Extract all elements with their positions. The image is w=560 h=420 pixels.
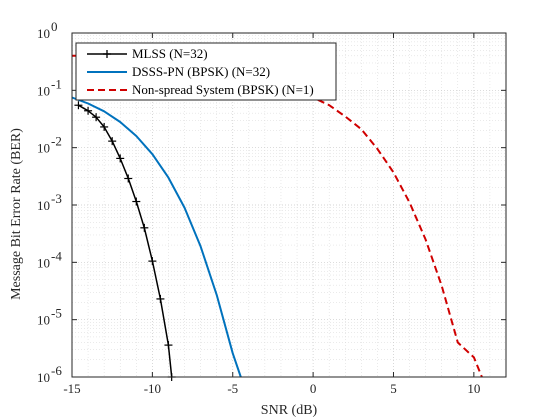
y-tick-label: 10 <box>37 141 50 156</box>
series-0-point <box>100 122 109 131</box>
series-0-point <box>148 257 157 266</box>
y-tick-label: 10 <box>37 370 50 385</box>
y-tick-label-exponent: -6 <box>51 363 62 378</box>
x-tick-label: 0 <box>310 381 317 396</box>
y-axis-title: Message Bit Error Rate (BER) <box>9 128 24 300</box>
x-tick-label: -15 <box>63 381 80 396</box>
y-tick-label: 10 <box>37 313 50 328</box>
y-tick-label: 10 <box>37 26 50 41</box>
legend: MLSS (N=32) DSSS-PN (BPSK) (N=32) Non-sp… <box>75 42 337 101</box>
legend-box <box>75 42 337 101</box>
y-tick-label-exponent: -3 <box>51 191 62 206</box>
y-tick-label-exponent: -1 <box>51 76 62 91</box>
x-tick-label: 5 <box>390 381 397 396</box>
series-0-point <box>164 341 173 350</box>
series-0-point <box>156 294 165 303</box>
legend-item-dsss: DSSS-PN (BPSK) (N=32) <box>87 64 270 79</box>
series-line-1 <box>71 96 242 378</box>
series-0-point <box>84 106 93 115</box>
legend-label-nonspread: Non-spread System (BPSK) (N=1) <box>132 82 314 97</box>
y-tick-label: 10 <box>37 198 50 213</box>
series-0-point <box>108 137 117 146</box>
x-tick-label: 10 <box>467 381 480 396</box>
y-tick-label-exponent: -2 <box>51 134 62 149</box>
x-axis-ticks: -15 -10 -5 0 5 10 <box>63 33 480 396</box>
series-0-point <box>140 223 149 232</box>
series-0-point <box>74 101 83 110</box>
x-axis-title: SNR (dB) <box>261 403 318 418</box>
legend-item-nonspread: Non-spread System (BPSK) (N=1) <box>87 82 314 97</box>
y-tick-label: 10 <box>37 83 50 98</box>
series-0-point <box>132 197 141 206</box>
series-0-point <box>116 154 125 163</box>
series-0-point <box>124 174 133 183</box>
legend-label-mlss: MLSS (N=32) <box>132 46 208 61</box>
series-0-point <box>92 113 101 122</box>
legend-item-mlss: MLSS (N=32) <box>87 46 208 61</box>
legend-label-dsss: DSSS-PN (BPSK) (N=32) <box>132 64 270 79</box>
y-tick-label-exponent: -4 <box>51 248 62 263</box>
y-tick-label-exponent: -5 <box>51 306 62 321</box>
y-tick-label: 10 <box>37 255 50 270</box>
x-tick-label: -5 <box>227 381 238 396</box>
x-tick-label: -10 <box>144 381 161 396</box>
y-tick-label-exponent: 0 <box>51 19 58 34</box>
